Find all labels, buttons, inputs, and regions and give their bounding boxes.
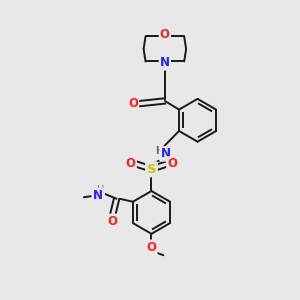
Text: N: N	[160, 56, 170, 69]
Text: O: O	[160, 28, 170, 41]
Text: O: O	[146, 241, 157, 254]
Text: O: O	[167, 158, 177, 170]
Text: O: O	[126, 158, 136, 170]
Text: O: O	[128, 98, 138, 110]
Text: N: N	[160, 147, 170, 161]
Text: H: H	[155, 146, 163, 157]
Text: S: S	[147, 163, 156, 176]
Text: H: H	[97, 185, 104, 195]
Text: N: N	[93, 189, 103, 202]
Text: O: O	[107, 215, 117, 228]
